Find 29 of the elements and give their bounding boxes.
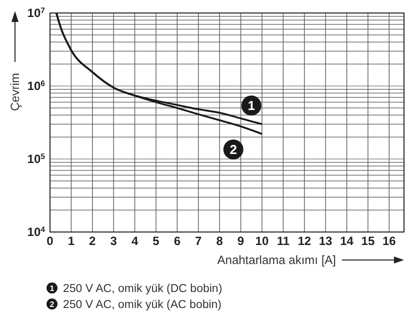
x-tick-label: 12 bbox=[298, 234, 312, 248]
x-tick-label: 7 bbox=[195, 234, 202, 248]
text: 2 bbox=[50, 300, 54, 309]
y-tick-label: 10$^{7}$ bbox=[27, 6, 45, 20]
y-tick-label: 10$^{4}$ bbox=[27, 224, 46, 239]
x-tick-label: 1 bbox=[68, 234, 75, 248]
x-tick-label: 9 bbox=[237, 234, 244, 248]
x-tick-label: 5 bbox=[152, 234, 160, 248]
annotation: 2 bbox=[230, 142, 237, 158]
x-tick-label: 15 bbox=[361, 234, 375, 248]
x-tick-label: 13 bbox=[318, 234, 333, 248]
legend-label: 250 V AC, omik yük (AC bobin) bbox=[63, 299, 222, 311]
x-tick-label: 10 bbox=[255, 234, 269, 248]
x-tick-label: 4 bbox=[131, 234, 138, 248]
legend-label: 250 V AC, omik yük (DC bobin) bbox=[63, 283, 222, 295]
x-tick-label: 0 bbox=[46, 234, 54, 248]
x-tick-label: 3 bbox=[110, 234, 118, 248]
x-tick-label: 8 bbox=[216, 234, 224, 248]
x-axis-title: Anahtarlama akımı [A] bbox=[217, 253, 336, 267]
text: 1 bbox=[50, 284, 54, 293]
annotation: 1 bbox=[248, 98, 255, 114]
y-tick-label: 10$^{6}$ bbox=[27, 78, 46, 93]
x-tick-label: 16 bbox=[382, 234, 396, 248]
x-tick-label: 14 bbox=[340, 234, 354, 248]
y-axis-title: Çevrim bbox=[8, 73, 22, 111]
x-tick-label: 11 bbox=[276, 234, 290, 248]
x-tick-label: 6 bbox=[174, 234, 181, 248]
x-tick-label: 2 bbox=[89, 234, 96, 248]
y-tick-label: 10$^{5}$ bbox=[27, 152, 46, 166]
